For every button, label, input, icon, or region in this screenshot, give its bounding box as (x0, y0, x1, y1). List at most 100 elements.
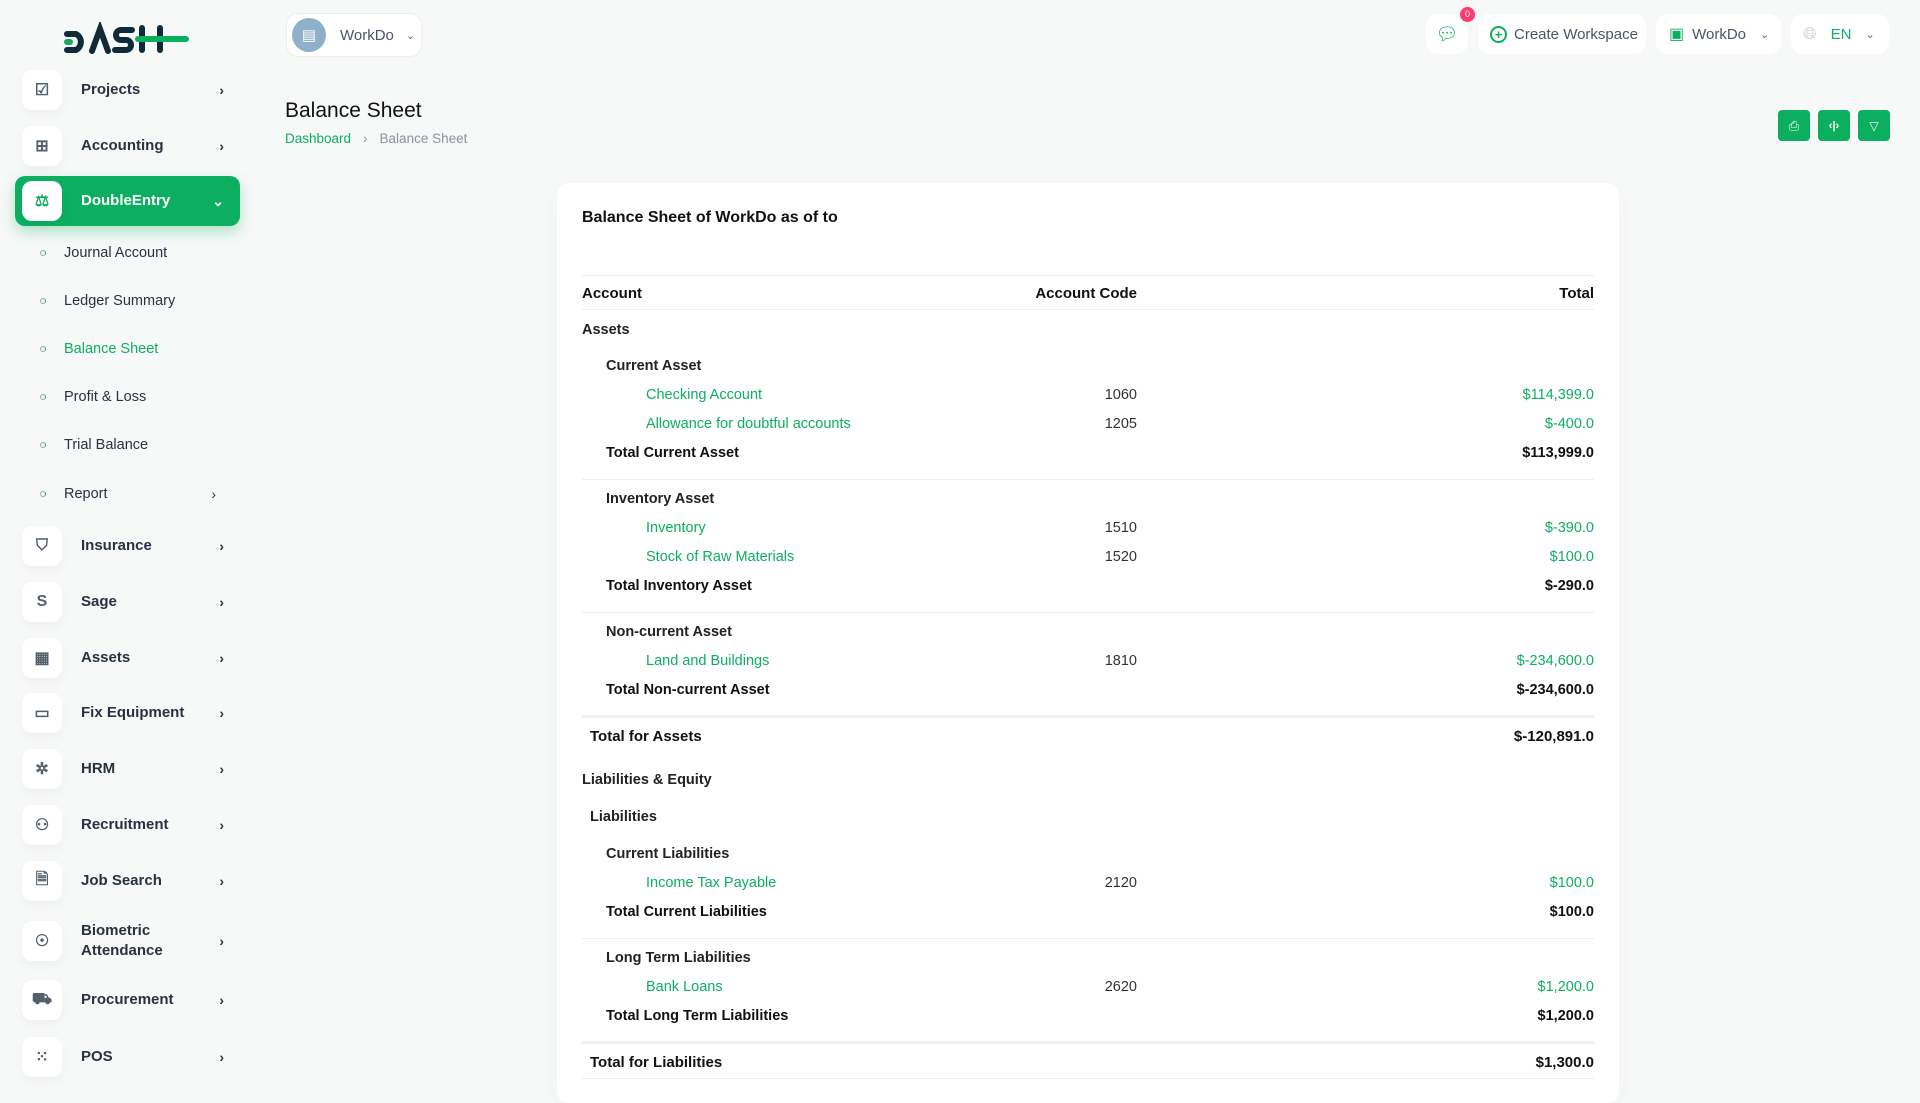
workspace-selector[interactable]: ▤ WorkDo ⌄ (286, 13, 422, 57)
sidebar-item-pos[interactable]: ⁙ POS › (15, 1032, 240, 1082)
divider (582, 309, 1594, 310)
account-name[interactable]: Income Tax Payable (646, 875, 777, 891)
messages-button[interactable]: 💬︎ 0 (1426, 7, 1475, 54)
account-total: $100.0 (1549, 904, 1594, 920)
sidebar-item-label: Recruitment (81, 816, 169, 833)
sidebar-item-sage[interactable]: S Sage › (15, 577, 240, 627)
chevron-right-icon: › (363, 131, 368, 146)
print-icon: ⎙ (1788, 117, 1800, 133)
sidebar-item-label: Accounting (81, 137, 164, 154)
chevron-right-icon: › (219, 873, 224, 889)
total-row: Total Current Liabilities $100.0 (582, 898, 1594, 926)
account-name[interactable]: Stock of Raw Materials (646, 549, 795, 565)
workspace-dropdown[interactable]: ▣ WorkDo ⌄ (1656, 14, 1781, 54)
divider (582, 715, 1594, 718)
sidebar-item-biometric-attendance[interactable]: ☉ Biometric Attendance › (15, 916, 240, 966)
bullet-icon (40, 442, 46, 448)
chevron-right-icon: › (211, 486, 216, 502)
account-name[interactable]: Inventory (646, 520, 706, 536)
sidebar-item-projects[interactable]: ☑ Projects › (15, 65, 240, 115)
account-name[interactable]: Bank Loans (646, 979, 723, 995)
sidebar-subitem-label: Journal Account (64, 245, 168, 261)
column-account-code: Account Code (1035, 284, 1137, 302)
breadcrumb: Dashboard › Balance Sheet (285, 131, 467, 146)
total-row: Total Inventory Asset $-290.0 (582, 572, 1594, 600)
divider (582, 1078, 1594, 1079)
account-name: Current Asset (606, 358, 702, 374)
account-total: $-234,600.0 (1516, 682, 1594, 698)
report-title: Balance Sheet of WorkDo as of to (582, 209, 838, 226)
filter-icon: ▽ (1869, 118, 1879, 133)
chat-icon: 💬︎ (1435, 23, 1459, 44)
plus-circle-icon: + (1490, 25, 1507, 43)
chevron-right-icon: › (219, 761, 224, 777)
sidebar-subitem-trial-balance[interactable]: Trial Balance (40, 430, 240, 460)
bullet-icon (40, 491, 46, 497)
cart-icon: ⛟ (22, 980, 62, 1020)
chevron-right-icon: › (219, 933, 224, 949)
sidebar-item-insurance[interactable]: ⛉ Insurance › (15, 521, 240, 571)
column-total: Total (1559, 284, 1594, 302)
account-name: Total Long Term Liabilities (606, 1008, 789, 1024)
sidebar-subitem-ledger-summary[interactable]: Ledger Summary (40, 286, 240, 316)
chevron-right-icon: › (219, 705, 224, 721)
section-row: Current Asset (582, 352, 1594, 380)
account-name[interactable]: Allowance for doubtful accounts (646, 416, 851, 432)
account-code: 1810 (1104, 653, 1137, 669)
sidebar-subitem-report[interactable]: Report › (40, 479, 240, 509)
chevron-right-icon: › (219, 138, 224, 154)
sidebar-item-assets[interactable]: ▦ Assets › (15, 633, 240, 683)
archive-icon: ▭ (22, 693, 62, 733)
account-total: $-400.0 (1544, 416, 1594, 432)
print-button[interactable]: ⎙ (1778, 110, 1810, 141)
account-name[interactable]: Checking Account (646, 387, 763, 403)
account-code: 1060 (1104, 387, 1137, 403)
bullet-icon (40, 298, 46, 304)
sidebar-item-recruitment[interactable]: ⚇ Recruitment › (15, 800, 240, 850)
account-row: Allowance for doubtful accounts 1205 $-400… (582, 410, 1594, 438)
account-name: Total Non-current Asset (606, 682, 770, 698)
divider (582, 1041, 1594, 1044)
account-name: Total Current Asset (606, 445, 739, 461)
sidebar-item-label: Procurement (81, 991, 174, 1008)
globe-icon: 🌐︎ (1803, 24, 1817, 43)
account-code: 2120 (1104, 875, 1137, 891)
dash-logo[interactable] (64, 20, 192, 61)
sidebar-item-label: Sage (81, 593, 117, 610)
shield-icon: ⛉ (22, 526, 62, 566)
file-search-icon: 🗎 (22, 861, 62, 901)
sidebar-item-procurement[interactable]: ⛟ Procurement › (15, 975, 240, 1025)
divider (582, 275, 1594, 276)
notification-badge: 0 (1460, 7, 1475, 22)
sidebar-item-doubleentry[interactable]: ⚖ DoubleEntry ⌄ (15, 176, 240, 226)
sidebar-subitem-label: Profit & Loss (64, 389, 147, 405)
sidebar-item-label: DoubleEntry (81, 192, 171, 209)
account-row: Checking Account 1060 $114,399.0 (582, 381, 1594, 409)
sidebar-subitem-journal-account[interactable]: Journal Account (40, 238, 240, 268)
sidebar-item-job-search[interactable]: 🗎 Job Search › (15, 856, 240, 906)
scale-icon: ⚖ (22, 181, 62, 221)
fingerprint-icon: ☉ (22, 921, 62, 961)
create-workspace-button[interactable]: + Create Workspace (1478, 14, 1646, 54)
export-button[interactable]: ‹|› (1818, 110, 1850, 141)
workspace-name: WorkDo (340, 26, 394, 44)
account-code: 1205 (1104, 416, 1137, 432)
page-title: Balance Sheet (285, 99, 422, 122)
user-plus-icon: ⚇ (22, 805, 62, 845)
sidebar-subitem-profit-loss[interactable]: Profit & Loss (40, 382, 240, 412)
sidebar-item-accounting[interactable]: ⊞ Accounting › (15, 121, 240, 171)
breadcrumb-dashboard[interactable]: Dashboard (285, 131, 352, 146)
sidebar: ☑ Projects › ⊞ Accounting › ⚖ DoubleEntry ⌄ ⛉ Insu… (0, 0, 252, 1080)
sidebar-subitem-balance-sheet[interactable]: Balance Sheet (40, 334, 240, 364)
language-dropdown[interactable]: 🌐︎ EN ⌄ (1791, 14, 1889, 54)
sidebar-item-hrm[interactable]: ✲ HRM › (15, 744, 240, 794)
divider (582, 479, 1594, 480)
section-row: Long Term Liabilities (582, 944, 1594, 972)
section-row: Inventory Asset (582, 485, 1594, 513)
sidebar-item-fix-equipment[interactable]: ▭ Fix Equipment › (15, 688, 240, 738)
sidebar-subitem-label: Trial Balance (64, 437, 149, 453)
account-name[interactable]: Land and Buildings (646, 653, 770, 669)
filter-button[interactable]: ▽ (1858, 110, 1890, 141)
sidebar-item-label: HRM (81, 760, 116, 777)
section-row: Non-current Asset (582, 618, 1594, 646)
